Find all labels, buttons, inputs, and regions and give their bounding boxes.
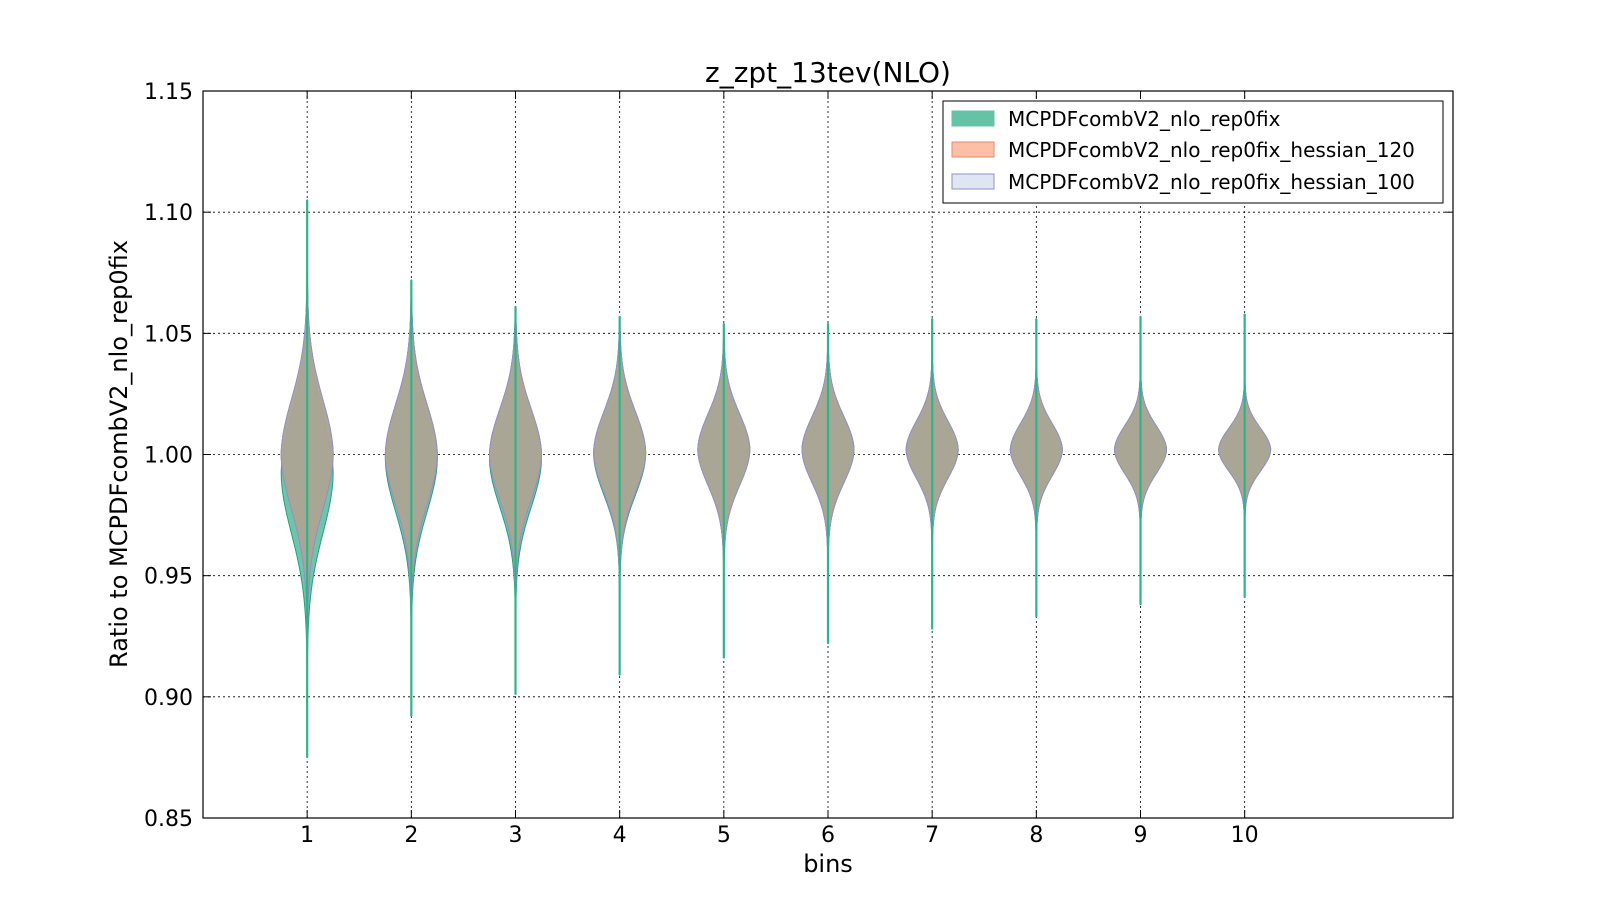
legend-label-3: MCPDFcombV2_nlo_rep0fix_hessian_100 <box>1008 170 1415 194</box>
legend-swatch-1 <box>951 110 995 127</box>
legend: MCPDFcombV2_nlo_rep0fix MCPDFcombV2_nlo_… <box>942 100 1444 204</box>
x-tick-label: 1 <box>300 823 314 848</box>
y-tick-label: 0.95 <box>144 565 193 590</box>
x-tick-label: 3 <box>509 823 523 848</box>
x-tick-label: 4 <box>613 823 627 848</box>
legend-swatch-3 <box>951 173 995 190</box>
legend-label-2: MCPDFcombV2_nlo_rep0fix_hessian_120 <box>1008 138 1415 162</box>
x-tick-label: 7 <box>925 823 939 848</box>
chart-title: z_zpt_13tev(NLO) <box>705 56 951 89</box>
x-tick-label: 2 <box>404 823 418 848</box>
x-tick-label: 10 <box>1231 823 1259 848</box>
y-tick-label: 1.05 <box>144 322 193 347</box>
x-tick-label: 6 <box>821 823 835 848</box>
y-tick-label: 1.00 <box>144 444 193 469</box>
violin-whiskers <box>306 200 1246 758</box>
legend-frame <box>942 100 1444 204</box>
axis-ticks: 0.85 0.90 0.95 1.00 1.05 1.10 1.15 1 2 3 4 5 6 7 8 9 10 <box>144 80 1453 848</box>
y-tick-label: 0.90 <box>144 686 193 711</box>
y-axis-title: Ratio to MCPDFcombV2_nlo_rep0fix <box>105 240 133 668</box>
legend-swatch-2 <box>951 141 995 158</box>
y-tick-label: 1.10 <box>144 201 193 226</box>
x-tick-label: 8 <box>1029 823 1043 848</box>
x-tick-label: 9 <box>1134 823 1148 848</box>
violin-overlap <box>280 260 1272 649</box>
x-tick-label: 5 <box>717 823 731 848</box>
y-tick-label: 0.85 <box>144 807 193 832</box>
violin-series <box>280 199 1272 758</box>
y-tick-label: 1.15 <box>144 80 193 105</box>
x-axis-title: bins <box>803 850 853 878</box>
legend-label-1: MCPDFcombV2_nlo_rep0fix <box>1008 107 1281 131</box>
